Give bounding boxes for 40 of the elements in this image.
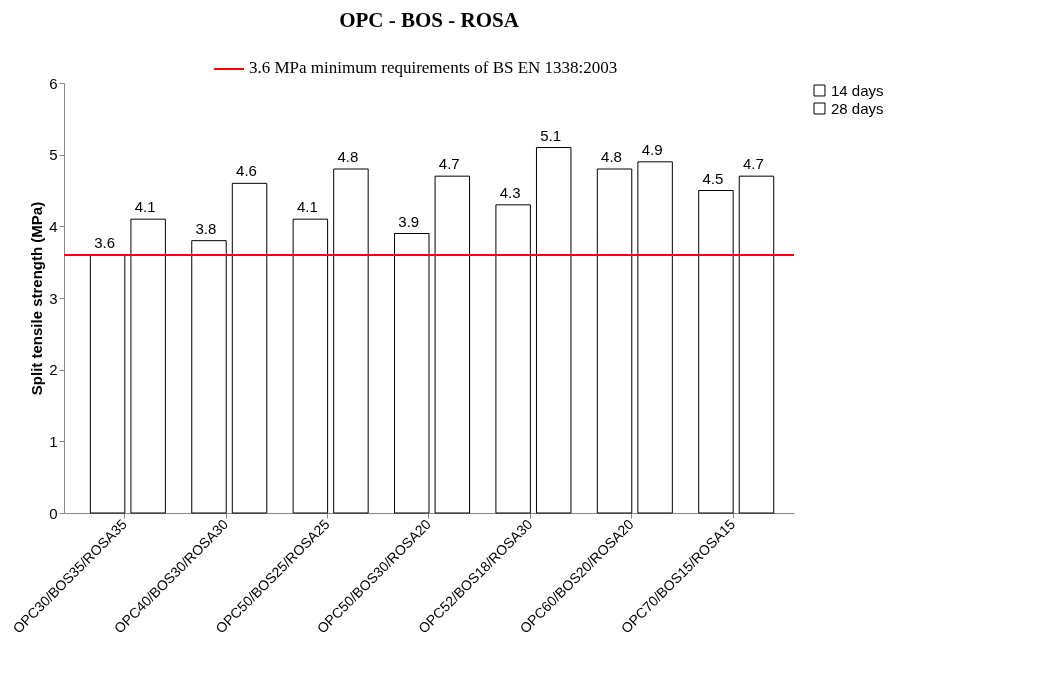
bar xyxy=(231,182,268,514)
legend-label: 3.6 MPa minimum requirements of BS EN 1338:2003 xyxy=(249,58,618,77)
bar xyxy=(738,175,775,514)
data-label: 4.8 xyxy=(337,148,359,165)
y-tick-label: 5 xyxy=(49,146,58,164)
bar xyxy=(434,175,471,514)
data-label: 4.7 xyxy=(743,155,764,173)
data-label: 4.7 xyxy=(438,155,460,173)
bar xyxy=(698,190,734,514)
y-axis-title: Split tensile strength (MPa) xyxy=(28,201,46,396)
y-tick-label: 4 xyxy=(49,217,58,235)
bar xyxy=(89,254,126,514)
bar xyxy=(333,168,369,514)
bar xyxy=(292,218,329,514)
data-label: 3.9 xyxy=(398,212,420,230)
y-tick-label: 0 xyxy=(49,504,58,522)
data-label: 4.1 xyxy=(296,198,318,216)
y-tick-label: 3 xyxy=(49,289,58,307)
bar xyxy=(495,204,531,514)
bar xyxy=(394,233,430,514)
data-label: 3.8 xyxy=(195,219,217,237)
y-tick-label: 1 xyxy=(49,432,58,450)
data-label: 4.3 xyxy=(499,183,521,201)
y-tick-label: 2 xyxy=(49,361,58,379)
bar xyxy=(535,147,572,514)
data-label: 4.9 xyxy=(641,140,663,158)
y-tick-label: 6 xyxy=(49,74,58,92)
data-label: 4.1 xyxy=(134,198,156,216)
data-label: 4.5 xyxy=(702,169,724,187)
bar xyxy=(191,240,227,514)
data-label: 4.6 xyxy=(236,162,257,180)
data-label: 4.8 xyxy=(601,148,622,165)
legend-label: 14 days xyxy=(831,81,884,99)
chart-title: OPC - BOS - ROSA xyxy=(339,8,520,32)
bar xyxy=(596,168,633,514)
bar xyxy=(130,218,166,514)
legend-label: 28 days xyxy=(831,99,884,117)
data-label: 5.1 xyxy=(540,126,562,144)
data-label: 3.6 xyxy=(94,234,115,251)
bar xyxy=(637,161,673,514)
